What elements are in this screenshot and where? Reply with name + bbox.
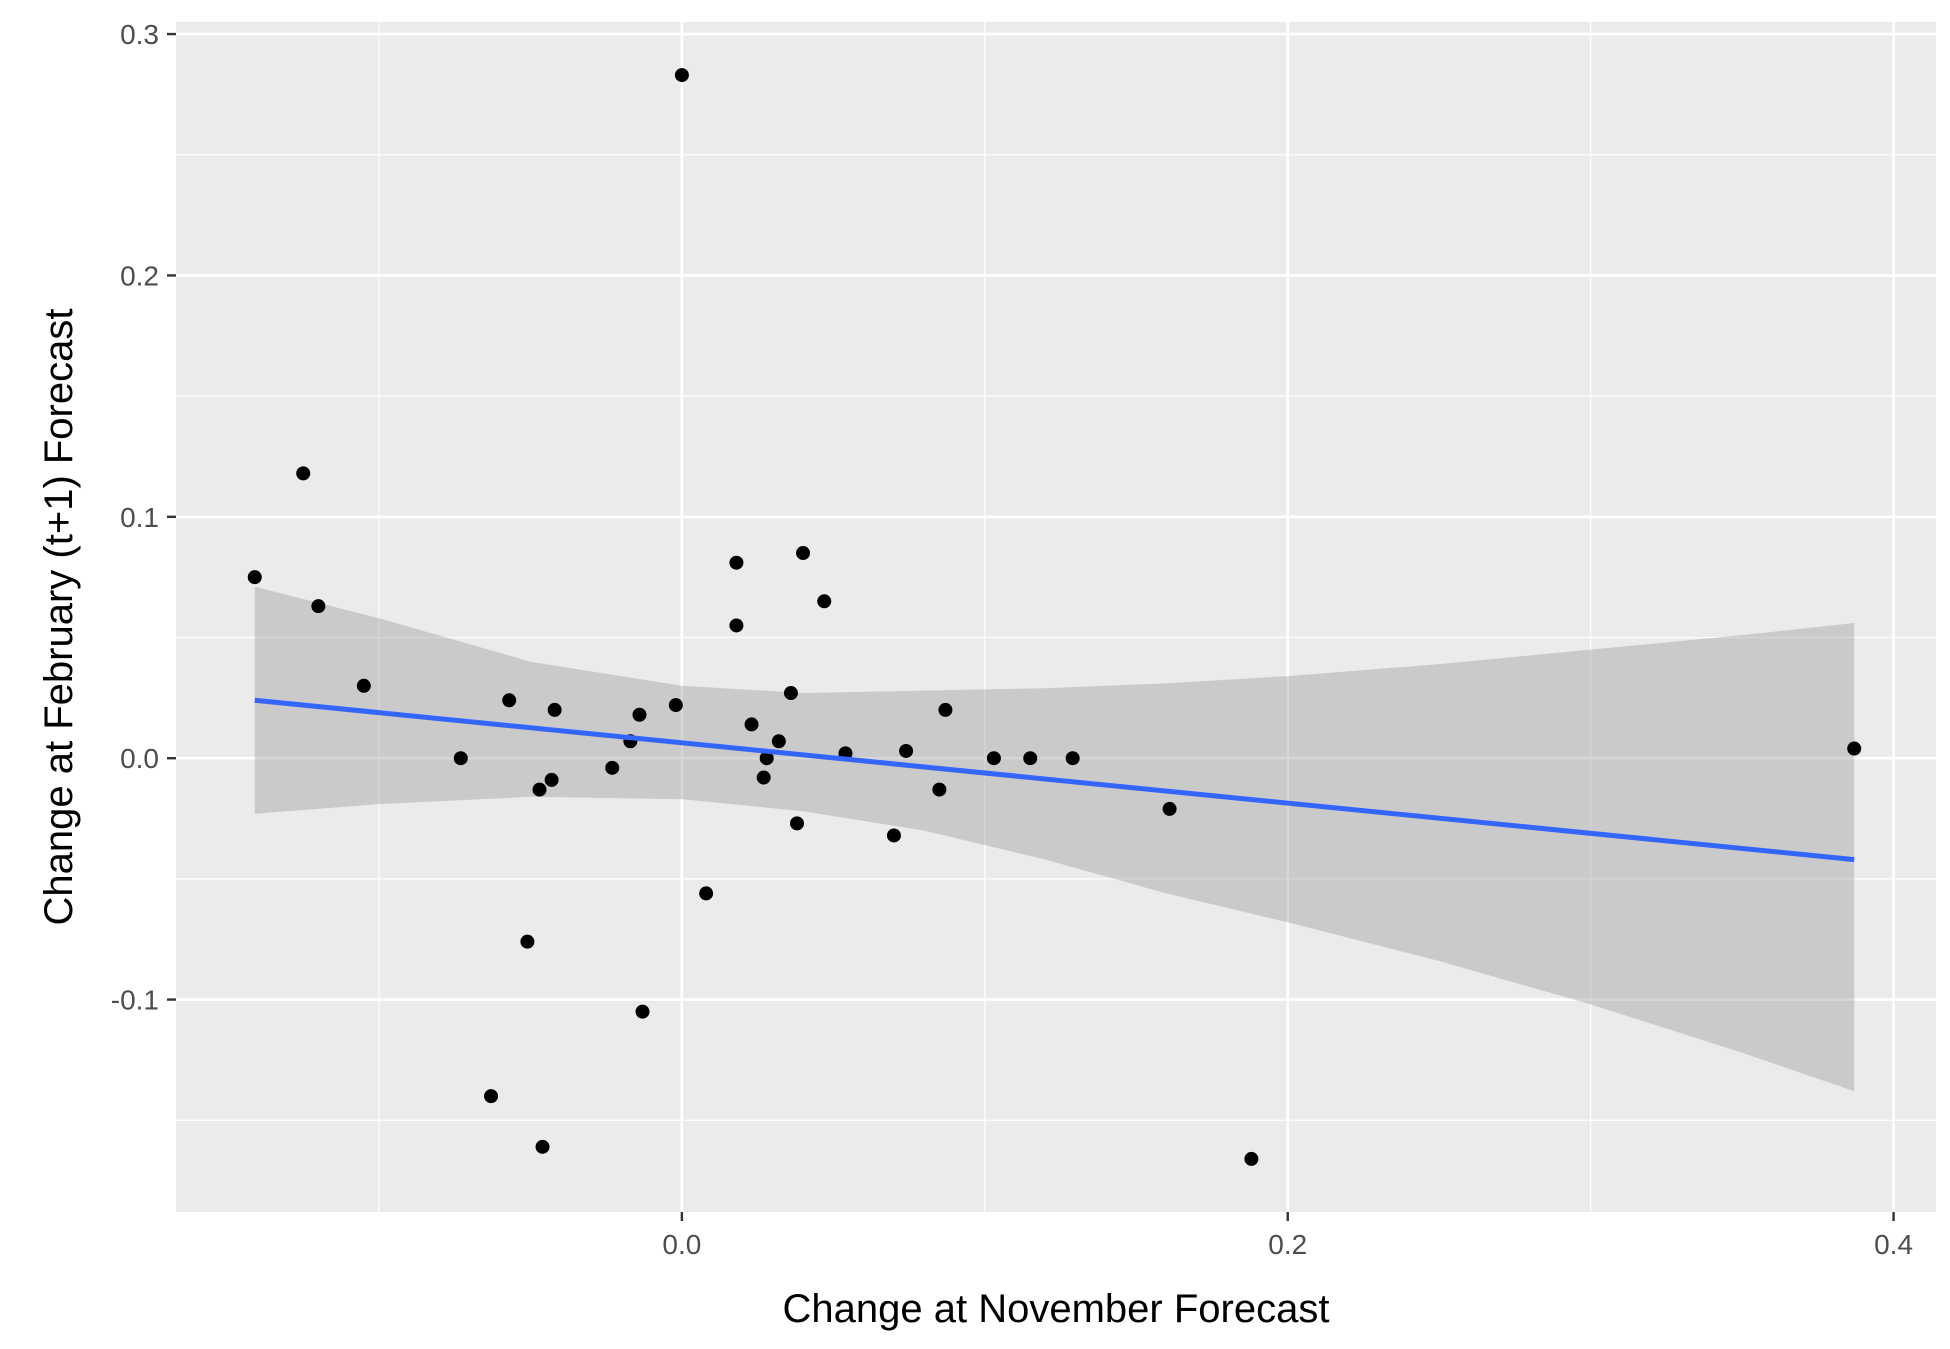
data-point [817, 594, 832, 609]
data-point [932, 782, 947, 797]
data-point [1162, 801, 1177, 816]
data-points [247, 68, 1862, 1166]
data-point [632, 707, 647, 722]
data-point [886, 828, 901, 843]
data-point [756, 770, 771, 785]
data-point [535, 1139, 550, 1154]
data-point [789, 816, 804, 831]
data-point [532, 782, 547, 797]
trend-line [254, 697, 1855, 863]
data-point [544, 772, 559, 787]
data-point [1023, 751, 1038, 766]
data-point [453, 751, 468, 766]
data-point [547, 702, 562, 717]
data-point [796, 546, 811, 561]
data-point [311, 599, 326, 614]
data-point [247, 570, 262, 585]
data-point [635, 1004, 650, 1019]
data-point [674, 68, 689, 83]
confidence-band [254, 586, 1855, 1092]
y-tick-label: 0.1 [120, 502, 159, 533]
data-point [1244, 1151, 1259, 1166]
data-point [771, 734, 786, 749]
data-point [729, 555, 744, 570]
data-point [744, 717, 759, 732]
data-point [520, 934, 535, 949]
x-axis-title: Change at November Forecast [783, 1287, 1330, 1331]
y-axis-ticks: -0.1 0.0 0.1 0.2 0.3 [111, 19, 176, 1016]
data-point [668, 698, 683, 713]
grid-minor [176, 22, 1936, 1212]
data-point [605, 760, 620, 775]
data-point [899, 743, 914, 758]
data-point [729, 618, 744, 633]
x-tick-label: 0.0 [662, 1229, 701, 1260]
data-point [938, 702, 953, 717]
data-point [296, 466, 311, 481]
grid-major [176, 22, 1936, 1212]
data-point [759, 751, 774, 766]
data-point [1065, 751, 1080, 766]
x-axis-ticks: 0.0 0.2 0.4 [662, 1212, 1913, 1260]
y-tick-label: 0.0 [120, 743, 159, 774]
data-point [356, 678, 371, 693]
data-point [699, 886, 714, 901]
y-tick-label: 0.3 [120, 19, 159, 50]
data-point [484, 1089, 499, 1104]
data-point [986, 751, 1001, 766]
x-tick-label: 0.2 [1268, 1229, 1307, 1260]
y-axis-title: Change at February (t+1) Forecast [37, 309, 81, 926]
data-point [783, 686, 798, 701]
data-point [502, 693, 517, 708]
plot-panel [176, 22, 1936, 1212]
y-tick-label: -0.1 [111, 985, 159, 1016]
y-tick-label: 0.2 [120, 260, 159, 291]
data-point [1847, 741, 1862, 756]
x-tick-label: 0.4 [1874, 1229, 1913, 1260]
